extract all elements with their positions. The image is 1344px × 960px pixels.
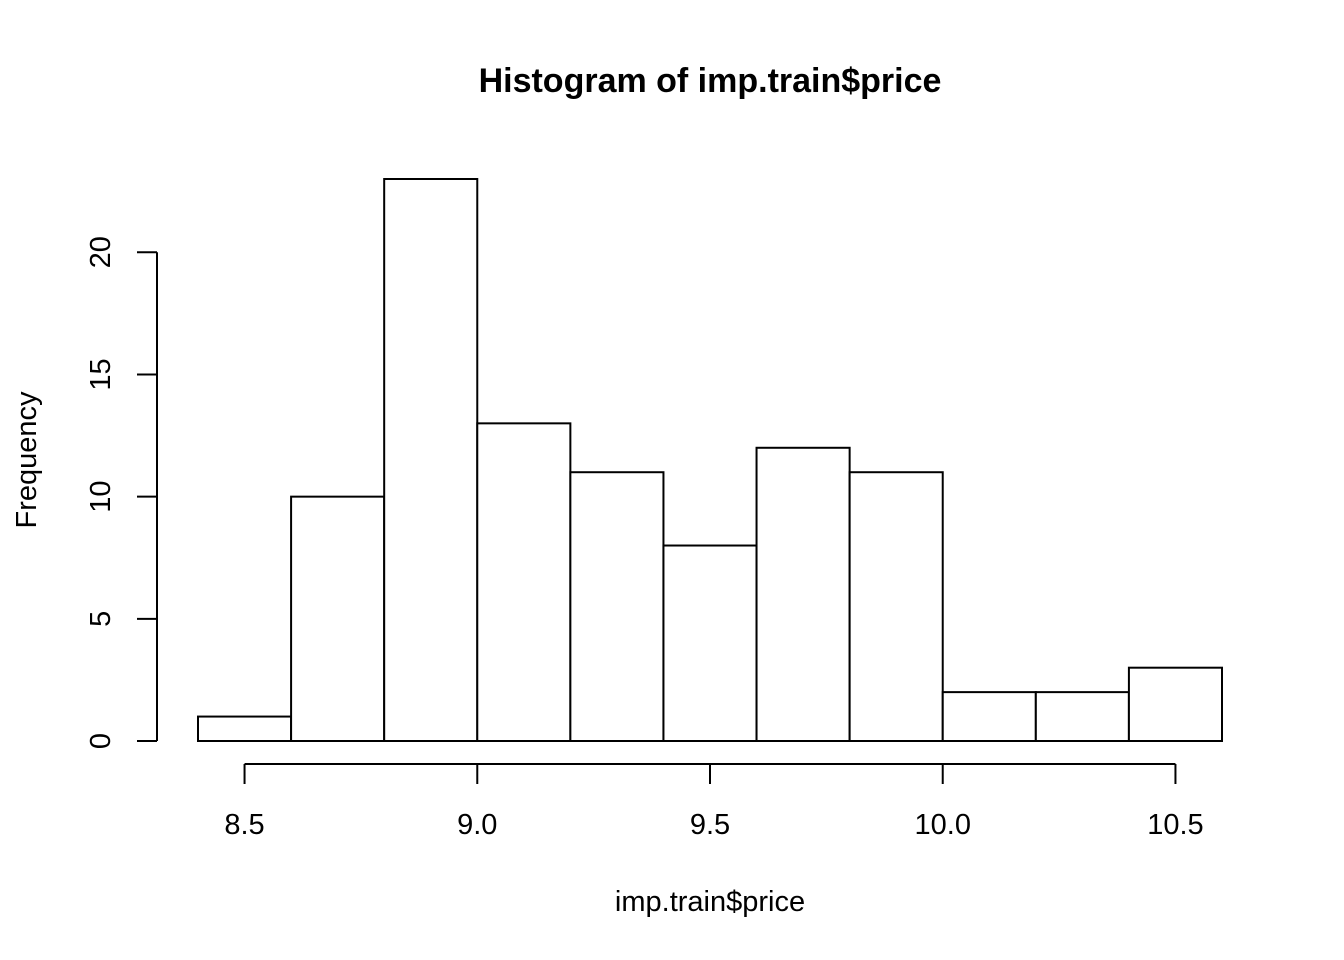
- y-tick-label: 15: [85, 358, 117, 390]
- histogram-bar: [1034, 691, 1130, 742]
- y-axis-label: Frequency: [11, 391, 43, 529]
- histogram-bar: [476, 422, 572, 742]
- histogram-bar: [941, 691, 1037, 742]
- y-tick-label: 10: [85, 481, 117, 513]
- x-tick-label: 8.5: [224, 809, 264, 841]
- histogram-bar: [848, 471, 944, 742]
- x-tick-label: 9.0: [457, 809, 497, 841]
- x-axis: 8.5 9.0 9.5 10.0 10.5: [224, 763, 1204, 841]
- x-tick-label: 10.5: [1147, 809, 1203, 841]
- y-tick-label: 0: [85, 733, 117, 749]
- bars-group: [197, 178, 1223, 743]
- x-tick-label: 9.5: [690, 809, 730, 841]
- chart-title: Histogram of imp.train$price: [479, 62, 942, 100]
- histogram-bar: [197, 715, 293, 743]
- histogram-bar: [569, 471, 665, 742]
- histogram-bar: [755, 446, 851, 742]
- histogram-bar: [383, 178, 479, 742]
- y-axis: 0 5 10 15 20: [85, 236, 158, 749]
- y-tick-label: 5: [85, 611, 117, 627]
- x-axis-label: imp.train$price: [615, 886, 805, 918]
- histogram-bar: [662, 544, 758, 742]
- histogram-bar: [290, 495, 386, 742]
- histogram-bar: [1127, 666, 1223, 743]
- y-tick-label: 20: [85, 236, 117, 268]
- x-tick-label: 10.0: [915, 809, 971, 841]
